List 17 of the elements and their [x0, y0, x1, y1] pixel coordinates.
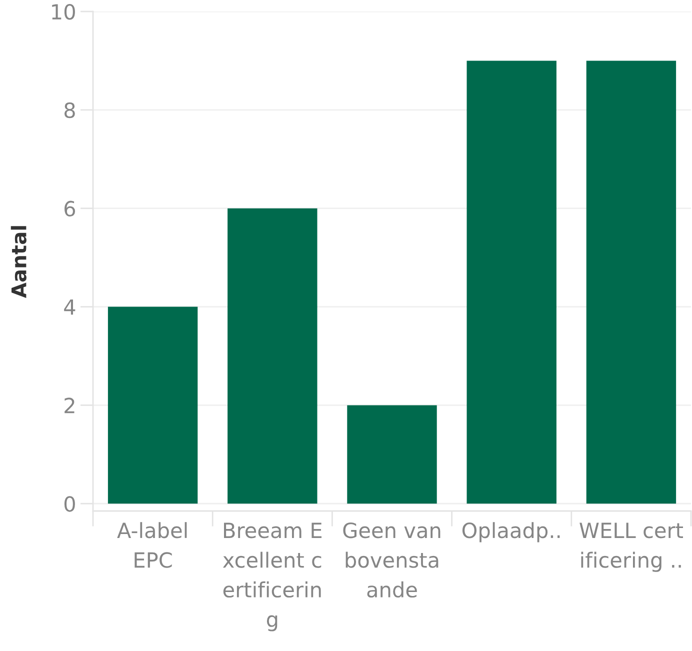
x-tick-label: Geen van bovensta ande — [343, 522, 440, 598]
bar — [108, 306, 198, 504]
y-tick-label: 2 — [64, 398, 74, 414]
bar — [586, 60, 676, 504]
y-tick-label: 4 — [64, 299, 76, 315]
bar — [228, 208, 318, 504]
bar — [466, 60, 556, 504]
y-tick-label: 10 — [52, 4, 75, 20]
y-tick-label: 6 — [64, 200, 76, 217]
x-tick-label: Oplaadp.. — [462, 522, 560, 542]
x-tick-label: A-label EPC — [117, 522, 187, 568]
x-tick-label: Breeam E xcellent c ertificerin g — [222, 522, 322, 632]
bar — [347, 405, 437, 504]
x-tick-label: WELL cert ificering .. — [580, 522, 683, 572]
y-axis-title: Aantal — [10, 226, 26, 298]
y-tick-label: 0 — [64, 496, 75, 512]
y-tick-label: 8 — [64, 102, 75, 118]
